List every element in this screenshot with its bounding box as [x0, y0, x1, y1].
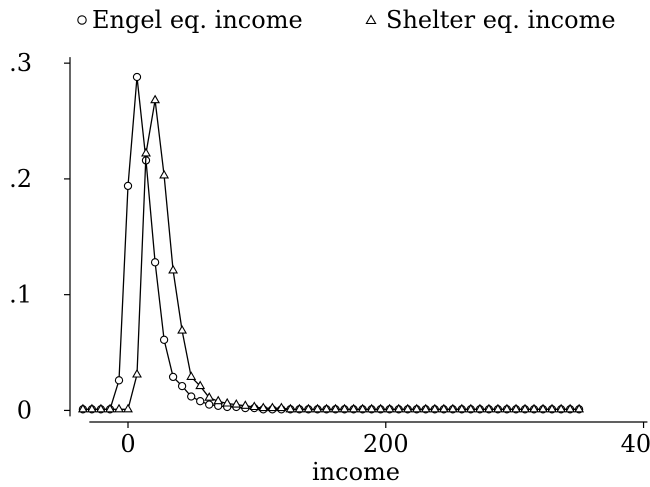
data-point-shelter [249, 401, 260, 411]
y-tick-label: .2 [9, 165, 32, 193]
plot-series [77, 72, 585, 414]
data-point-shelter [159, 169, 170, 179]
data-point-shelter [177, 324, 188, 334]
data-point-shelter [438, 403, 449, 413]
legend-label-shelter: Shelter eq. income [386, 6, 616, 34]
data-point-engel [168, 372, 178, 382]
data-point-shelter [132, 368, 142, 378]
data-point-shelter [123, 403, 133, 413]
data-point-shelter [294, 403, 305, 413]
y-tick-label: .3 [9, 49, 32, 77]
data-point-shelter [447, 403, 458, 413]
y-tick-label: .1 [9, 281, 32, 309]
data-point-shelter [213, 395, 224, 405]
data-point-shelter [321, 403, 332, 413]
data-point-shelter [456, 403, 467, 413]
data-point-shelter [411, 403, 422, 413]
data-point-shelter [357, 403, 368, 413]
data-point-shelter [547, 403, 557, 413]
data-point-shelter [330, 403, 341, 413]
legend-label-engel: Engel eq. income [92, 6, 303, 34]
legend: Engel eq. income Shelter eq. income [77, 6, 616, 34]
data-point-shelter [312, 403, 323, 413]
data-point-shelter [141, 147, 151, 157]
data-point-shelter [150, 94, 161, 104]
data-point-shelter [474, 403, 485, 413]
data-point-shelter [258, 402, 269, 412]
data-point-shelter [574, 403, 585, 413]
data-point-shelter [483, 403, 494, 413]
y-tick-label: 0 [17, 396, 32, 424]
x-tick-label: 0 [120, 430, 135, 458]
legend-marker-engel [77, 15, 87, 25]
data-point-shelter [240, 400, 251, 409]
legend-marker-shelter [365, 14, 377, 25]
data-point-shelter [95, 403, 106, 413]
data-point-shelter [168, 264, 179, 274]
data-point-shelter [204, 392, 215, 401]
data-point-shelter [565, 403, 576, 413]
data-point-shelter [402, 403, 413, 413]
data-point-shelter [520, 403, 530, 413]
data-point-engel [159, 335, 169, 344]
data-point-shelter [501, 403, 512, 413]
data-point-shelter [348, 403, 359, 413]
data-point-shelter [186, 371, 197, 380]
data-point-engel [123, 181, 133, 191]
data-point-shelter [267, 402, 278, 412]
series-line-shelter [82, 100, 580, 410]
data-point-shelter [492, 403, 503, 413]
data-point-shelter [384, 403, 395, 413]
data-point-shelter [429, 403, 440, 413]
data-point-shelter [114, 403, 124, 413]
data-point-shelter [529, 403, 539, 413]
x-axis-title-group: income [312, 458, 400, 486]
data-point-shelter [511, 403, 521, 413]
data-point-shelter [366, 403, 377, 413]
data-point-engel [150, 258, 160, 267]
data-point-shelter [86, 403, 97, 413]
axes: 0 .1 .2 .3 0 200 400 [9, 49, 650, 458]
data-point-shelter [339, 403, 350, 413]
data-point-engel [177, 381, 187, 391]
x-axis-title: income [312, 458, 400, 486]
data-point-shelter [375, 403, 386, 413]
x-tick-label: 200 [363, 430, 409, 458]
data-point-shelter [285, 403, 296, 413]
data-point-shelter [105, 403, 115, 413]
data-point-shelter [195, 380, 206, 390]
series-line-engel [82, 76, 580, 410]
data-point-engel [187, 392, 196, 401]
data-point-engel [114, 376, 124, 385]
data-point-shelter [303, 403, 314, 413]
data-point-engel [196, 397, 205, 406]
data-point-shelter [465, 403, 476, 413]
x-tick-label: 400 [621, 430, 650, 458]
data-point-shelter [276, 402, 287, 412]
data-point-engel [205, 400, 214, 409]
data-point-engel [132, 72, 142, 82]
data-point-shelter [538, 403, 548, 413]
data-point-shelter [420, 403, 431, 413]
data-point-shelter [231, 398, 242, 408]
data-point-shelter [222, 397, 233, 407]
data-point-shelter [393, 403, 404, 413]
data-point-shelter [556, 403, 567, 413]
data-point-shelter [77, 403, 88, 413]
